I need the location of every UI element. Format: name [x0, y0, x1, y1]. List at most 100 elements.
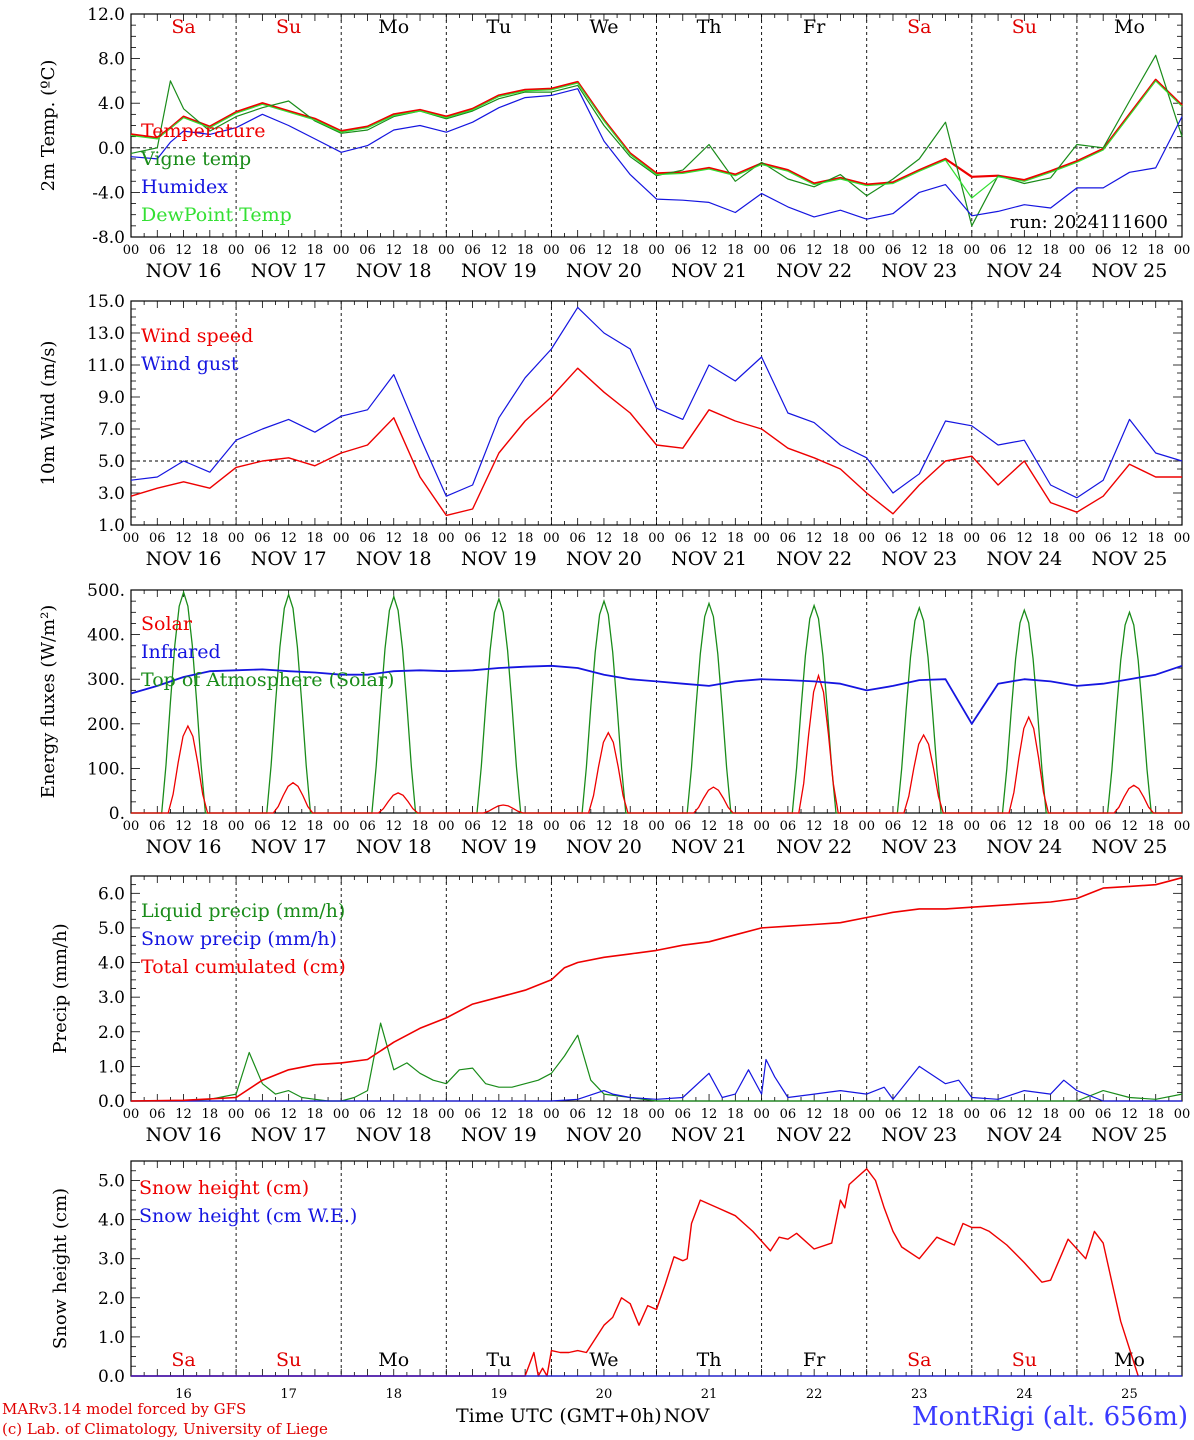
- hour-tick-label: 00: [438, 243, 455, 258]
- hour-tick-label: 00: [753, 243, 770, 258]
- hour-tick-label: 18: [202, 531, 219, 546]
- hour-tick-label: 00: [438, 1107, 455, 1122]
- y-tick-label: 0.0: [98, 139, 125, 159]
- hour-tick-label: 18: [307, 819, 324, 834]
- date-label: NOV 22: [776, 260, 852, 282]
- hour-tick-label: 00: [543, 819, 560, 834]
- day-number-label: 18: [385, 1387, 402, 1402]
- hour-tick-label: 12: [385, 531, 402, 546]
- hour-tick-label: 00: [228, 531, 245, 546]
- y-tick-label: 4.0: [98, 954, 125, 974]
- hour-tick-label: 18: [202, 1107, 219, 1122]
- y-tick-label: 4.0: [98, 1211, 125, 1231]
- hour-tick-label: 18: [1147, 819, 1164, 834]
- hour-tick-label: 00: [1069, 531, 1086, 546]
- hour-tick-label: 06: [780, 531, 797, 546]
- hour-tick-label: 06: [780, 819, 797, 834]
- hour-tick-label: 06: [675, 243, 692, 258]
- hour-tick-label: 12: [280, 531, 297, 546]
- hour-tick-label: 18: [307, 243, 324, 258]
- date-label: NOV 24: [986, 1124, 1062, 1146]
- date-label: NOV 21: [671, 260, 747, 282]
- hour-tick-label: 12: [280, 819, 297, 834]
- hour-tick-label: 00: [333, 531, 350, 546]
- date-label: NOV 16: [146, 548, 222, 570]
- weekday-label: Sa: [907, 16, 931, 38]
- hour-tick-label: 00: [123, 1107, 140, 1122]
- hour-tick-label: 06: [569, 1107, 586, 1122]
- y-axis-label: Snow height (cm): [50, 1188, 71, 1349]
- y-axis-label: Energy fluxes (W/m²): [38, 605, 59, 799]
- y-tick-label: 1.0: [98, 516, 125, 536]
- hour-tick-label: 12: [385, 1107, 402, 1122]
- date-label: NOV 17: [251, 1124, 327, 1146]
- hour-tick-label: 00: [753, 531, 770, 546]
- date-label: NOV 24: [986, 836, 1062, 858]
- hour-tick-label: 18: [727, 243, 744, 258]
- y-tick-label: 0.0: [98, 1092, 125, 1112]
- legend-entry: Snow precip (mm/h): [141, 928, 337, 950]
- date-label: NOV 25: [1092, 548, 1168, 570]
- series-temperature: [130, 78, 1183, 186]
- panel-frame-wind: [130, 300, 1183, 526]
- hour-tick-label: 18: [1147, 531, 1164, 546]
- hour-tick-label: 06: [569, 243, 586, 258]
- y-tick-label: 200.: [87, 715, 125, 735]
- date-label: NOV 25: [1092, 1124, 1168, 1146]
- series-snow-height-cm-: [131, 1168, 1139, 1377]
- hour-tick-label: 06: [569, 531, 586, 546]
- hour-tick-label: 18: [202, 243, 219, 258]
- hour-tick-label: 12: [1121, 243, 1138, 258]
- hour-tick-label: 12: [596, 819, 613, 834]
- hour-tick-label: 06: [885, 243, 902, 258]
- hour-tick-label: 18: [517, 1107, 534, 1122]
- date-label: NOV 18: [356, 1124, 432, 1146]
- hour-tick-label: 18: [202, 819, 219, 834]
- series-dewpoint-temp: [130, 80, 1183, 199]
- weekday-label: Th: [697, 16, 722, 38]
- y-tick-label: 100.: [87, 759, 125, 779]
- hour-tick-label: 12: [701, 819, 718, 834]
- date-label: NOV 21: [671, 836, 747, 858]
- hour-tick-label: 18: [832, 819, 849, 834]
- y-tick-label: 12.0: [87, 5, 125, 25]
- hour-tick-label: 00: [1069, 819, 1086, 834]
- hour-tick-label: 00: [543, 531, 560, 546]
- series-wind-gust: [130, 306, 1183, 499]
- hour-tick-label: 12: [1121, 1107, 1138, 1122]
- day-number-label: 20: [596, 1387, 613, 1402]
- date-label: NOV 23: [881, 548, 957, 570]
- hour-tick-label: 18: [307, 531, 324, 546]
- hour-tick-label: 12: [491, 819, 508, 834]
- hour-tick-label: 06: [675, 531, 692, 546]
- hour-tick-label: 18: [1042, 819, 1059, 834]
- hour-tick-label: 00: [1174, 1107, 1191, 1122]
- date-label: NOV 20: [566, 1124, 642, 1146]
- hour-tick-label: 06: [990, 1107, 1007, 1122]
- hour-tick-label: 18: [937, 1107, 954, 1122]
- hour-tick-label: 06: [359, 819, 376, 834]
- hour-tick-label: 12: [1121, 819, 1138, 834]
- y-tick-label: 11.0: [87, 356, 125, 376]
- legend-entry: Snow height (cm): [139, 1177, 309, 1199]
- hour-tick-label: 12: [175, 1107, 192, 1122]
- date-label: NOV 19: [461, 548, 537, 570]
- series-toa-solar: [131, 590, 1182, 814]
- weekday-label: Su: [276, 16, 301, 38]
- date-label: NOV 17: [251, 836, 327, 858]
- run-annotation: run: 2024111600: [1010, 212, 1168, 233]
- date-label: NOV 23: [881, 836, 957, 858]
- date-label: NOV 25: [1092, 836, 1168, 858]
- hour-tick-label: 18: [412, 243, 429, 258]
- series-snow-precip-mm-h-: [131, 1058, 1182, 1102]
- credit-line-1: MARv3.14 model forced by GFS: [2, 1400, 247, 1418]
- hour-tick-label: 12: [1016, 819, 1033, 834]
- weekday-label: Mo: [378, 16, 409, 38]
- hour-tick-label: 00: [648, 819, 665, 834]
- hour-tick-label: 12: [491, 243, 508, 258]
- day-number-label: 19: [491, 1387, 508, 1402]
- hour-tick-label: 06: [464, 1107, 481, 1122]
- legend-entry: Snow height (cm W.E.): [139, 1205, 357, 1227]
- hour-tick-label: 12: [911, 531, 928, 546]
- y-tick-label: 2.0: [98, 1023, 125, 1043]
